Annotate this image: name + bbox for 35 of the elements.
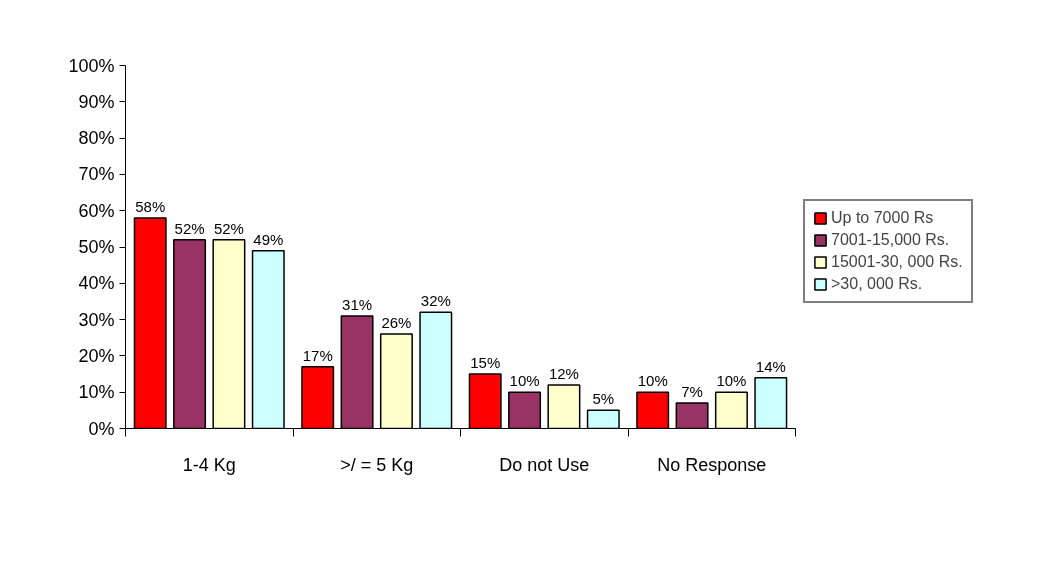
data-label: 14%	[755, 357, 786, 375]
data-label: 49%	[253, 230, 284, 248]
y-tick-label: 50%	[78, 237, 115, 257]
y-tick-label: 90%	[78, 91, 115, 112]
data-label: 10%	[637, 372, 668, 390]
data-label: 26%	[381, 314, 412, 332]
y-tick-label: 30%	[78, 309, 115, 330]
legend-label: Up to 7000 Rs	[831, 209, 934, 227]
data-label: 15%	[470, 354, 501, 372]
y-tick-label: 10%	[78, 382, 115, 403]
y-tick-label: 80%	[78, 128, 115, 149]
legend-label: >30, 000 Rs.	[831, 275, 923, 293]
data-label: 5%	[592, 390, 615, 408]
data-label: 58%	[135, 197, 166, 215]
y-tick-label: 0%	[88, 418, 115, 439]
data-label: 10%	[509, 372, 540, 390]
legend-label: 15001-30, 000 Rs.	[831, 253, 963, 271]
x-tick-label: 1-4 Kg	[182, 454, 236, 475]
data-label: 52%	[174, 219, 205, 237]
data-label: 17%	[302, 346, 333, 364]
data-label: 10%	[716, 372, 747, 390]
x-tick-label: >/ = 5 Kg	[340, 454, 414, 475]
data-label: 31%	[342, 295, 373, 313]
data-label: 52%	[213, 219, 244, 237]
x-tick-label: Do not Use	[499, 454, 590, 475]
data-label: 32%	[420, 292, 451, 310]
legend-label: 7001-15,000 Rs.	[831, 231, 950, 249]
data-label: 12%	[548, 364, 579, 382]
y-tick-label: 70%	[78, 164, 115, 185]
data-label: 7%	[681, 383, 703, 401]
y-tick-label: 40%	[78, 273, 115, 294]
y-tick-label: 20%	[78, 345, 115, 366]
x-tick-label: No Response	[657, 454, 767, 475]
y-tick-label: 60%	[78, 200, 115, 221]
y-tick-label: 100%	[68, 55, 115, 76]
